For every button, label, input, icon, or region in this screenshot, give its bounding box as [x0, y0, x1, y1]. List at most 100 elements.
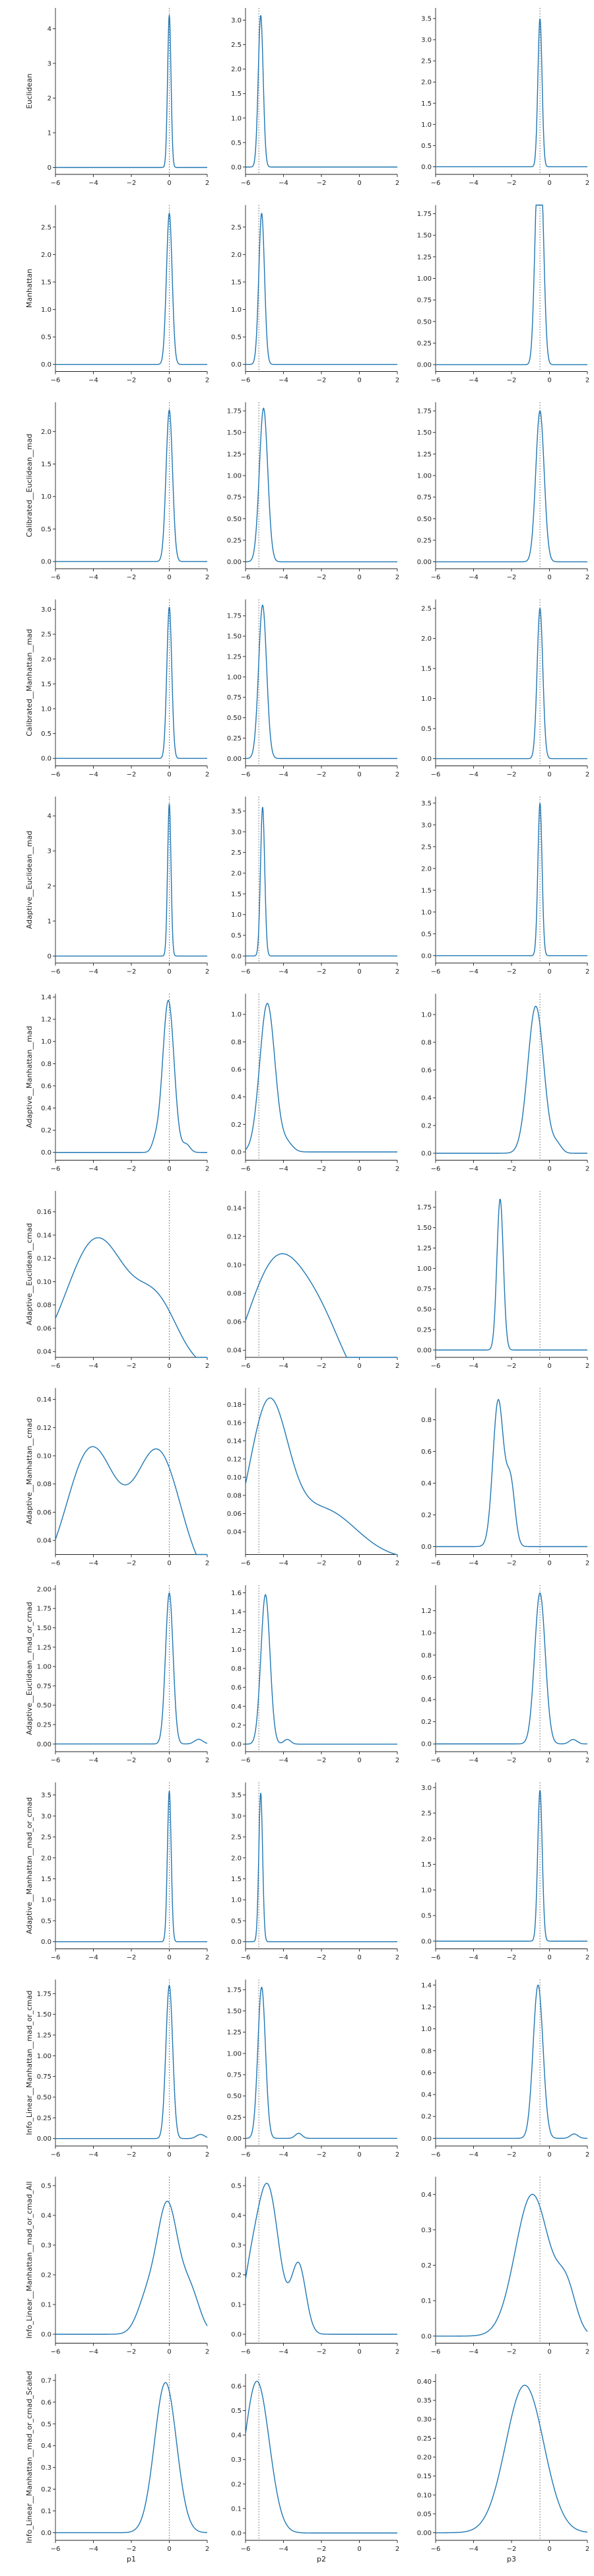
y-tick-label: 4 — [48, 813, 51, 820]
y-tick-label: 3.0 — [231, 17, 242, 24]
y-tick-label: 0.75 — [37, 2073, 51, 2081]
density-curve — [55, 1446, 207, 1556]
y-tick-label: 1.0 — [231, 912, 242, 919]
x-tick-label: 2 — [395, 1560, 399, 1567]
density-curve — [436, 1005, 587, 1154]
y-tick-label: 1.5 — [231, 891, 242, 898]
x-tick-label: −2 — [317, 1954, 327, 1962]
density-curve — [55, 1984, 208, 2139]
y-tick-label: 0.4 — [421, 2192, 432, 2199]
x-tick-label: 0 — [547, 2546, 551, 2553]
x-tick-label: −2 — [127, 1166, 137, 1173]
panel-r2-c2: −6 −4 −2 0 2 0.00 0.25 0.50 0.75 1.00 1.25 1.50 1.75 — [417, 402, 589, 581]
y-tick-label: 2.5 — [231, 224, 242, 231]
panel-r6-c0: −6 −4 −2 0 2 0.04 0.06 0.08 0.10 0.12 0.14 0.16Adap… — [25, 1191, 209, 1370]
y-tick-label: 1.0 — [421, 2026, 432, 2033]
y-tick-label: 0.06 — [227, 1511, 242, 1518]
y-tick-label: 0.75 — [417, 1286, 432, 1293]
x-tick-label: −4 — [88, 377, 98, 384]
x-tick-label: −6 — [431, 1954, 441, 1962]
y-tick-label: 0.3 — [231, 2456, 242, 2464]
y-tick-label: 0.6 — [421, 2069, 432, 2077]
density-curve — [245, 1986, 397, 2139]
y-tick-label: 0.08 — [37, 1481, 51, 1488]
y-tick-label: 0.8 — [231, 1666, 242, 1673]
x-tick-label: 0 — [547, 1166, 551, 1173]
y-tick-label: 2.5 — [231, 42, 242, 49]
x-tick-label: −6 — [51, 2151, 61, 2159]
y-tick-label: 0.25 — [417, 1327, 432, 1334]
x-tick-label: 0 — [167, 2151, 171, 2159]
y-tick-label: 1.5 — [41, 681, 51, 688]
x-tick-label: 2 — [205, 180, 209, 187]
x-tick-label: 2 — [395, 377, 399, 384]
y-tick-label: 0.00 — [417, 559, 432, 566]
x-tick-label: −6 — [51, 2349, 61, 2356]
y-tick-label: 0.50 — [227, 2093, 242, 2100]
y-tick-label: 0.04 — [37, 1538, 51, 1545]
y-tick-label: 0.5 — [41, 731, 51, 738]
x-tick-label: 0 — [167, 1757, 171, 1764]
y-tick-label: 0.5 — [231, 139, 242, 147]
x-tick-label: −2 — [507, 1954, 517, 1962]
panel-r4-c2: −6 −4 −2 0 2 0.0 0.5 1.0 1.5 2.0 2.5 3.0 3.5 — [421, 797, 589, 976]
x-tick-label: 2 — [395, 771, 399, 779]
y-tick-label: 0.4 — [41, 2213, 51, 2220]
y-tick-label: 0.75 — [227, 494, 242, 501]
y-tick-label: 1.5 — [421, 666, 432, 673]
density-curve — [55, 2382, 208, 2534]
x-tick-label: 2 — [205, 2546, 209, 2553]
y-tick-label: 2 — [48, 95, 51, 102]
density-curve — [55, 1791, 207, 1943]
x-tick-label: −2 — [507, 377, 517, 384]
x-tick-label: 2 — [395, 2349, 399, 2356]
y-tick-label: 0.5 — [421, 1913, 432, 1920]
panel-r10-c1: −6 −4 −2 0 2 0.00 0.25 0.50 0.75 1.00 1.25 1.50 1.75 — [227, 1980, 399, 2159]
y-tick-label: 1.0 — [41, 493, 51, 501]
y-tick-label: 0.4 — [421, 1480, 432, 1487]
panel-r5-c2: −6 −4 −2 0 2 0.0 0.2 0.4 0.6 0.8 1.0 — [421, 993, 589, 1173]
x-tick-label: 0 — [547, 180, 551, 187]
y-tick-label: 0.1 — [41, 2508, 51, 2515]
y-tick-label: 0.00 — [227, 756, 242, 763]
x-tick-label: −2 — [127, 1560, 137, 1567]
y-tick-label: 0.0 — [231, 1741, 242, 1748]
row-label: Calibrated__Euclidean__mad — [25, 434, 34, 538]
x-tick-label: −2 — [127, 1954, 137, 1962]
y-tick-label: 0.50 — [37, 2094, 51, 2102]
y-tick-label: 0.2 — [41, 2486, 51, 2493]
y-tick-label: 2.5 — [41, 631, 51, 639]
x-tick-label: −4 — [88, 2349, 98, 2356]
x-tick-label: −4 — [469, 180, 478, 187]
density-curve — [245, 1397, 397, 1556]
y-tick-label: 0.00 — [37, 2135, 51, 2143]
x-tick-label: 0 — [547, 968, 551, 976]
x-tick-label: −4 — [469, 1560, 478, 1567]
x-tick-label: −2 — [507, 2349, 517, 2356]
y-tick-label: 1.50 — [227, 429, 242, 437]
y-tick-label: 0.10 — [37, 1453, 51, 1460]
y-tick-label: 1.50 — [417, 233, 432, 240]
y-tick-label: 0.0 — [231, 164, 242, 171]
x-tick-label: 2 — [205, 771, 209, 779]
x-tick-label: −6 — [431, 1166, 441, 1173]
y-tick-label: 1.75 — [417, 408, 432, 415]
y-tick-label: 3.5 — [421, 800, 432, 807]
x-tick-label: 0 — [167, 771, 171, 779]
y-tick-label: 0.8 — [41, 1061, 51, 1068]
x-tick-label: −6 — [241, 1166, 251, 1173]
y-tick-label: 1.00 — [37, 1664, 51, 1671]
x-tick-label: 2 — [205, 377, 209, 384]
y-tick-label: 0.8 — [421, 1417, 432, 1424]
x-tick-label: 0 — [547, 771, 551, 779]
y-tick-label: 0.12 — [227, 1456, 242, 1463]
density-curve — [436, 1592, 587, 1744]
y-tick-label: 1.0 — [231, 306, 242, 314]
y-tick-label: 0.75 — [417, 494, 432, 501]
panel-r12-c1: −6 −4 −2 0 2 0.0 0.1 0.2 0.3 0.4 0.5 0.6 p2 — [231, 2374, 399, 2563]
y-tick-label: 1.75 — [227, 408, 242, 415]
density-curve — [436, 1790, 587, 1942]
panel-r9-c1: −6 −4 −2 0 2 0.0 0.5 1.0 1.5 2.0 2.5 3.0 3.5 — [231, 1782, 399, 1962]
y-tick-label: 0.25 — [227, 537, 242, 544]
density-curve — [55, 211, 207, 365]
